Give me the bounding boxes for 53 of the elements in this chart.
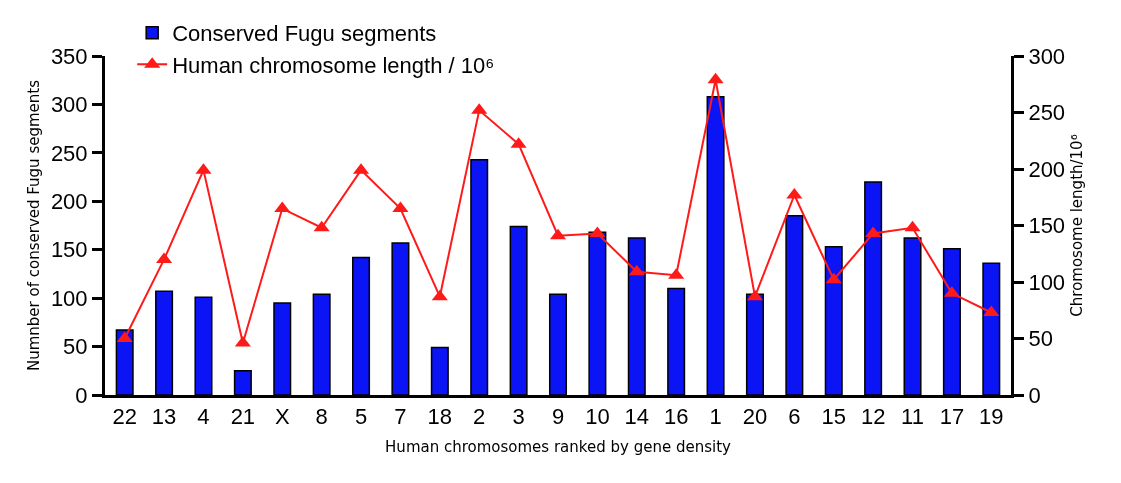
y-axis-title: Numnber of conserved Fugu segments — [25, 79, 44, 372]
x-tick-label: 16 — [663, 404, 689, 430]
y-tick-label: 100 — [50, 285, 88, 311]
x-tick-label: 19 — [979, 404, 1004, 430]
x-tick-label: 13 — [151, 404, 177, 430]
y-tick-label: 150 — [50, 237, 88, 263]
y-tick-label: 200 — [50, 188, 88, 214]
y2-tick-label: 100 — [1028, 269, 1066, 295]
point — [825, 272, 842, 284]
y-tick-label: 50 — [63, 334, 88, 360]
x-tick-label: 1 — [709, 404, 722, 430]
point — [313, 220, 330, 232]
point — [431, 289, 448, 301]
x-tick-label: 9 — [551, 404, 565, 430]
point — [983, 305, 1000, 317]
x-tick-label: 21 — [230, 404, 256, 430]
legend-label: Conserved Fugu segments — [172, 21, 437, 47]
x-tick-label: 4 — [197, 404, 210, 430]
x-tick-label: 11 — [901, 404, 924, 430]
x-tick-label: 18 — [427, 404, 453, 430]
y2-tick-label: 0 — [1028, 382, 1041, 408]
x-tick-label: 17 — [939, 404, 965, 430]
y2-tick-label: 300 — [1028, 43, 1066, 69]
x-tick-label: 8 — [315, 404, 328, 430]
x-tick-label: 5 — [354, 404, 368, 430]
x-tick-label: 10 — [585, 404, 610, 430]
y2-tick-label: 200 — [1028, 156, 1066, 182]
point — [392, 201, 409, 213]
y-tick-label: 250 — [50, 140, 88, 166]
x-tick-label: 20 — [742, 404, 768, 430]
x-tick-label: 12 — [860, 404, 886, 430]
point — [904, 220, 921, 232]
x-tick-label: 6 — [788, 404, 801, 430]
y-tick-label: 350 — [50, 43, 88, 69]
point — [786, 187, 803, 199]
x-tick-label: 22 — [112, 404, 137, 430]
x-tick-label: 3 — [512, 404, 525, 430]
y2-tick-label: 150 — [1028, 213, 1066, 239]
point — [628, 264, 645, 276]
x-tick-label: 15 — [821, 404, 846, 430]
y-tick-label: 0 — [75, 382, 88, 408]
y-tick-label: 300 — [50, 92, 88, 118]
x-axis-title: Human chromosomes ranked by gene density — [385, 438, 732, 457]
x-tick-label: X — [274, 404, 290, 430]
x-tick-label: 7 — [394, 404, 407, 430]
legend-label: Human chromosome length / 10⁶ — [172, 52, 495, 78]
y2-tick-label: 250 — [1028, 100, 1066, 126]
x-tick-label: 2 — [473, 404, 486, 430]
point — [274, 201, 291, 213]
point — [707, 72, 724, 84]
y2-axis-title: Chromosome length/10⁶ — [1068, 134, 1087, 317]
x-tick-label: 14 — [624, 404, 650, 430]
y2-tick-label: 50 — [1028, 326, 1053, 352]
